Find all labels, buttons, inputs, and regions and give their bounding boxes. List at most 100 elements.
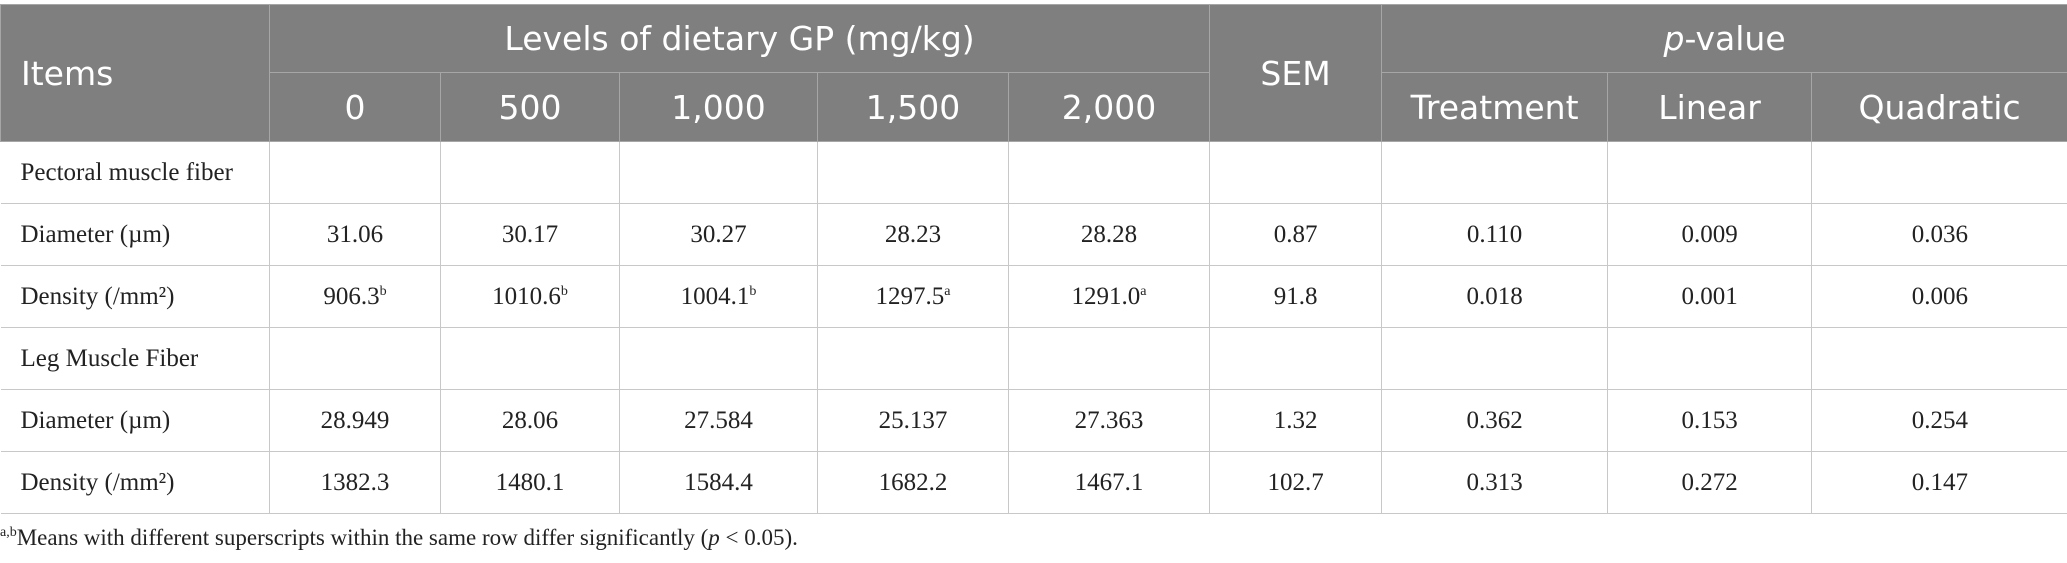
- cell-value: 1297.5: [875, 282, 945, 310]
- superscript: b: [560, 283, 568, 299]
- header-cell: SEM: [1209, 4, 1383, 142]
- footnote: a,bMeans with different superscripts wit…: [0, 525, 798, 551]
- empty-cell: [817, 141, 1009, 204]
- cell-value: 1004.1: [680, 282, 750, 310]
- data-table: Items Levels of dietary GP (mg/kg) SEM p…: [0, 4, 2067, 514]
- header-cell: 2,000: [1007, 72, 1211, 142]
- table-row: Leg Muscle Fiber: [0, 327, 2067, 390]
- empty-cell: [619, 141, 818, 204]
- table-row: Diameter (µm) 31.06 30.17 30.27 28.23 28.28 0.…: [0, 203, 2067, 266]
- header-row: Items Levels of dietary GP (mg/kg) SEM p…: [0, 4, 2067, 142]
- cell-value: 1010.6: [492, 282, 561, 310]
- table-row: Diameter (µm) 28.949 28.06 27.584 25.137 27.3…: [0, 389, 2067, 452]
- italic-text: p: [1663, 19, 1685, 58]
- empty-cell: [817, 327, 1009, 390]
- table-cell: 1682.2: [817, 451, 1009, 514]
- table-cell: 0.153: [1607, 389, 1813, 452]
- cell-value: 1291.0: [1071, 282, 1141, 310]
- table-cell: 0.313: [1381, 451, 1609, 514]
- table-cell: 1467.1: [1007, 451, 1211, 514]
- text: -value: [1684, 19, 1786, 58]
- header-cell: Items: [0, 4, 270, 142]
- table-body: Pectoral muscle fiber Diameter (µm) 31.06 3…: [0, 141, 2067, 514]
- table-cell: 1297.5a: [817, 265, 1009, 328]
- table-cell: 0.001: [1607, 265, 1813, 328]
- header-cell: Quadratic: [1811, 72, 2067, 142]
- superscript: a,b: [0, 525, 17, 540]
- row-label: Density (/mm²): [0, 265, 270, 328]
- table-cell: 906.3b: [269, 265, 441, 328]
- empty-cell: [1381, 141, 1609, 204]
- empty-cell: [1007, 141, 1211, 204]
- table-cell: 1.32: [1209, 389, 1383, 452]
- table-cell: 1010.6b: [440, 265, 620, 328]
- table-cell: 27.584: [619, 389, 818, 452]
- table-cell: 1291.0a: [1007, 265, 1211, 328]
- empty-cell: [1811, 141, 2067, 204]
- table-cell: 0.018: [1381, 265, 1609, 328]
- empty-cell: [619, 327, 818, 390]
- empty-cell: [1209, 141, 1383, 204]
- table-cell: 0.147: [1811, 451, 2067, 514]
- table-cell: 28.949: [269, 389, 441, 452]
- table-cell: 31.06: [269, 203, 441, 266]
- cell-value: 906.3: [323, 282, 380, 310]
- italic-text: p: [708, 525, 720, 550]
- table-cell: 0.362: [1381, 389, 1609, 452]
- empty-cell: [1381, 327, 1609, 390]
- row-label: Diameter (µm): [0, 203, 270, 266]
- table-cell: 0.87: [1209, 203, 1383, 266]
- empty-cell: [269, 141, 441, 204]
- table-cell: 1480.1: [440, 451, 620, 514]
- text: < 0.05).: [719, 525, 798, 550]
- header-cell: 0: [269, 72, 441, 142]
- row-label: Diameter (µm): [0, 389, 270, 452]
- empty-cell: [440, 327, 620, 390]
- table-cell: 28.06: [440, 389, 620, 452]
- header-row: 0 500 1,000 1,500 2,000 Treatment Linear Quadra…: [1, 72, 2067, 142]
- table-cell: 28.28: [1007, 203, 1211, 266]
- header-cell: 1,500: [817, 72, 1009, 142]
- header-cell: 500: [440, 72, 620, 142]
- empty-cell: [1209, 327, 1383, 390]
- table-cell: 25.137: [817, 389, 1009, 452]
- table-cell: 28.23: [817, 203, 1009, 266]
- section-cell: Pectoral muscle fiber: [0, 141, 270, 204]
- empty-cell: [1607, 327, 1813, 390]
- header-cell: 1,000: [619, 72, 818, 142]
- empty-cell: [269, 327, 441, 390]
- empty-cell: [1007, 327, 1211, 390]
- row-label: Density (/mm²): [0, 451, 270, 514]
- table-cell: 1382.3: [269, 451, 441, 514]
- table-row: Density (/mm²) 906.3b 1010.6b 1004.1b 1297.5…: [0, 265, 2067, 328]
- table-cell: 1584.4: [619, 451, 818, 514]
- section-cell: Leg Muscle Fiber: [0, 327, 270, 390]
- table-cell: 0.009: [1607, 203, 1813, 266]
- table-cell: 0.254: [1811, 389, 2067, 452]
- table-cell: 0.110: [1381, 203, 1609, 266]
- superscript: b: [379, 283, 387, 299]
- table-cell: 0.006: [1811, 265, 2067, 328]
- superscript: a: [944, 283, 951, 299]
- empty-cell: [1607, 141, 1813, 204]
- table-row: Density (/mm²) 1382.3 1480.1 1584.4 1682.2 14…: [0, 451, 2067, 514]
- table-cell: 102.7: [1209, 451, 1383, 514]
- table-cell: 0.272: [1607, 451, 1813, 514]
- text: Means with different superscripts within…: [16, 525, 709, 550]
- empty-cell: [440, 141, 620, 204]
- table-cell: 30.17: [440, 203, 620, 266]
- superscript: b: [749, 283, 757, 299]
- table-cell: 91.8: [1209, 265, 1383, 328]
- superscript: a: [1140, 283, 1147, 299]
- empty-cell: [1811, 327, 2067, 390]
- table-row: Pectoral muscle fiber: [0, 141, 2067, 204]
- table-cell: 0.036: [1811, 203, 2067, 266]
- table-cell: 27.363: [1007, 389, 1211, 452]
- header-cell: Treatment: [1381, 72, 1609, 142]
- table-cell: 30.27: [619, 203, 818, 266]
- header-cell: Linear: [1607, 72, 1813, 142]
- header-cell: p-value: [1381, 4, 2067, 73]
- table-cell: 1004.1b: [619, 265, 818, 328]
- header-cell: Levels of dietary GP (mg/kg): [268, 4, 1211, 73]
